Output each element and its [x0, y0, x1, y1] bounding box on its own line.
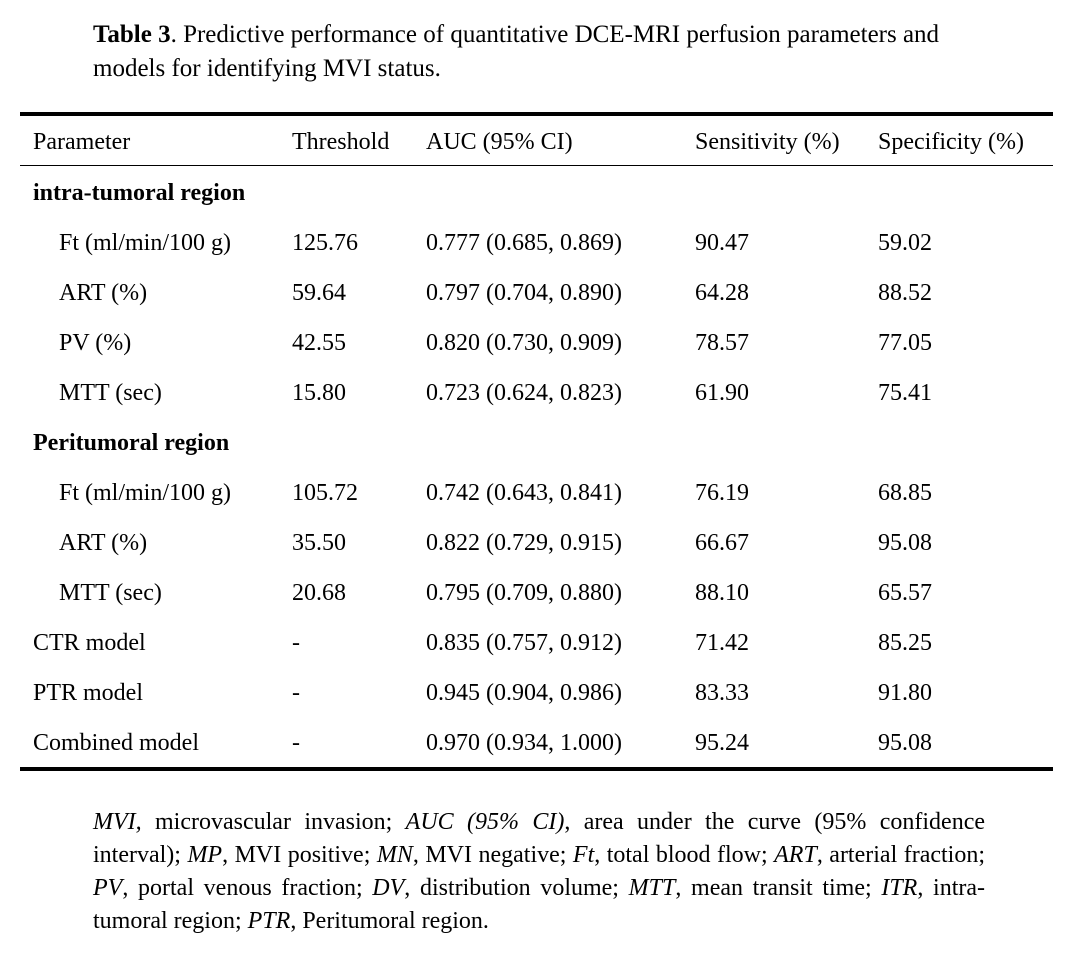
cell-parameter: MTT (sec) [59, 580, 162, 606]
cell-auc: 0.777 (0.685, 0.869) [426, 230, 622, 256]
footnote-term: PV [93, 875, 123, 901]
cell-sensitivity: 71.42 [695, 630, 749, 656]
cell-specificity: 95.08 [878, 730, 932, 756]
cell-threshold: 105.72 [292, 480, 358, 506]
cell-threshold: - [292, 680, 300, 706]
cell-parameter: ART (%) [59, 280, 148, 306]
cell-auc: 0.945 (0.904, 0.986) [426, 680, 622, 706]
cell-parameter: Ft (ml/min/100 g) [59, 230, 232, 256]
cell-sensitivity: 90.47 [695, 230, 749, 256]
footnote-definition: , arterial fraction; [816, 842, 986, 868]
header-threshold: Threshold [292, 129, 390, 155]
cell-sensitivity: 83.33 [695, 680, 749, 706]
footnote-definition: , intra-tumoral region; [93, 875, 985, 934]
header-auc: AUC (95% CI) [426, 129, 573, 155]
footnote-term: AUC (95% CI) [405, 809, 565, 835]
caption-text: . Predictive performance of quantitative… [93, 21, 940, 82]
cell-parameter: Ft (ml/min/100 g) [59, 480, 232, 506]
table-label: Table 3 [93, 21, 171, 48]
cell-specificity: 88.52 [878, 280, 932, 306]
footnote-definition: , portal venous fraction; [122, 875, 373, 901]
cell-sensitivity: 66.67 [695, 530, 749, 556]
bottom-rule [20, 767, 1053, 771]
cell-sensitivity: 88.10 [695, 580, 749, 606]
header-sensitivity: Sensitivity (%) [695, 129, 840, 155]
cell-threshold: - [292, 630, 300, 656]
cell-specificity: 91.80 [878, 680, 932, 706]
cell-auc: 0.970 (0.934, 1.000) [426, 730, 622, 756]
cell-parameter: PTR model [33, 680, 144, 706]
cell-specificity: 75.41 [878, 380, 932, 406]
cell-specificity: 65.57 [878, 580, 932, 606]
section-heading: Peritumoral region [33, 430, 230, 456]
header-specificity: Specificity (%) [878, 129, 1024, 155]
cell-threshold: - [292, 730, 300, 756]
footnote-term: MN [376, 842, 413, 868]
cell-threshold: 42.55 [292, 330, 346, 356]
footnote-definition: , mean transit time; [675, 875, 882, 901]
cell-parameter: ART (%) [59, 530, 148, 556]
cell-parameter: PV (%) [59, 330, 132, 356]
cell-threshold: 125.76 [292, 230, 358, 256]
cell-threshold: 35.50 [292, 530, 346, 556]
footnote-definition: , area under the curve (95% confidence i… [93, 809, 985, 868]
footnote-definition: microvascular invasion; [141, 809, 406, 835]
cell-auc: 0.742 (0.643, 0.841) [426, 480, 622, 506]
cell-auc: 0.822 (0.729, 0.915) [426, 530, 622, 556]
footnote-term: MTT [628, 875, 676, 901]
cell-parameter: CTR model [33, 630, 146, 656]
footnote-term: PTR [247, 908, 291, 934]
top-rule [20, 112, 1053, 116]
section-heading: intra-tumoral region [33, 180, 246, 206]
cell-threshold: 59.64 [292, 280, 346, 306]
header-parameter: Parameter [33, 129, 131, 155]
table-footnote: MVI, microvascular invasion; AUC (95% CI… [93, 806, 985, 938]
footnote-term: ART [774, 842, 817, 868]
cell-sensitivity: 76.19 [695, 480, 749, 506]
cell-auc: 0.723 (0.624, 0.823) [426, 380, 622, 406]
footnote-term: ITR [881, 875, 918, 901]
footnote-term: MVI, [93, 809, 142, 835]
footnote-definition: , MVI negative; [412, 842, 573, 868]
cell-specificity: 85.25 [878, 630, 932, 656]
footnote-term: MP [187, 842, 223, 868]
cell-auc: 0.835 (0.757, 0.912) [426, 630, 622, 656]
footnote-definition: , total blood flow; [594, 842, 775, 868]
header-rule [20, 165, 1053, 166]
cell-auc: 0.820 (0.730, 0.909) [426, 330, 622, 356]
cell-threshold: 20.68 [292, 580, 346, 606]
cell-sensitivity: 95.24 [695, 730, 749, 756]
cell-specificity: 68.85 [878, 480, 932, 506]
cell-auc: 0.797 (0.704, 0.890) [426, 280, 622, 306]
footnote-definition: , distribution volume; [404, 875, 629, 901]
footnote-term: Ft [572, 842, 595, 868]
cell-parameter: MTT (sec) [59, 380, 162, 406]
cell-specificity: 95.08 [878, 530, 932, 556]
cell-sensitivity: 61.90 [695, 380, 749, 406]
footnote-definition: , MVI positive; [222, 842, 377, 868]
cell-specificity: 77.05 [878, 330, 932, 356]
cell-parameter: Combined model [33, 730, 199, 756]
table-caption: Table 3. Predictive performance of quant… [93, 18, 993, 86]
cell-auc: 0.795 (0.709, 0.880) [426, 580, 622, 606]
cell-threshold: 15.80 [292, 380, 346, 406]
footnote-term: DV [372, 875, 405, 901]
cell-specificity: 59.02 [878, 230, 932, 256]
cell-sensitivity: 64.28 [695, 280, 749, 306]
cell-sensitivity: 78.57 [695, 330, 749, 356]
footnote-definition: , Peritumoral region. [290, 908, 489, 934]
